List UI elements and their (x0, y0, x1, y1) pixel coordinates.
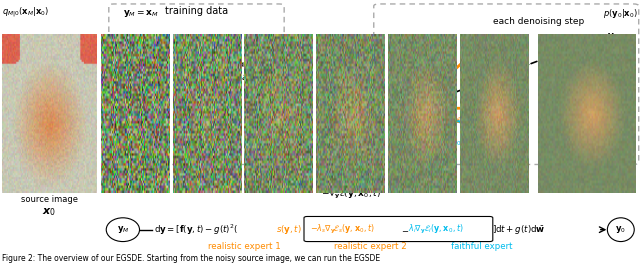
Point (140, 67, 150, 71)
Point (143, 69, 153, 74)
Point (202, 67, 212, 71)
Point (145, 69, 156, 73)
Text: $\lambda_i\nabla_{\mathbf{y}}\mathcal{E}_i(\mathbf{y},\mathbf{x}_0,t)$: $\lambda_i\nabla_{\mathbf{y}}\mathcal{E}… (408, 223, 464, 236)
Point (134, 71, 144, 76)
Text: $-$: $-$ (401, 225, 409, 234)
Point (185, 69, 195, 73)
Text: $\mathbf{y}_M = \mathbf{x}_M$: $\mathbf{y}_M = \mathbf{x}_M$ (123, 8, 159, 19)
Text: $p(\mathbf{y}_0|\mathbf{x}_0)$: $p(\mathbf{y}_0|\mathbf{x}_0)$ (603, 7, 638, 20)
Text: $\mathbf{y}_M$: $\mathbf{y}_M$ (116, 224, 129, 235)
Point (190, 69, 200, 73)
Point (189, 69, 199, 73)
Point (190, 68, 200, 72)
Text: $-\nabla_{\mathbf{y}}\mathcal{E}(\mathbf{y}, \mathbf{x}_0, t)$: $-\nabla_{\mathbf{y}}\mathcal{E}(\mathbf… (321, 188, 381, 201)
Text: $-\nabla_{\mathbf{y}}\mathcal{E}_i(\mathbf{y},\mathbf{x}_0,t)$: $-\nabla_{\mathbf{y}}\mathcal{E}_i(\math… (419, 136, 471, 149)
Text: source image: source image (20, 195, 78, 204)
Text: $\boldsymbol{x}_0$: $\boldsymbol{x}_0$ (42, 207, 56, 218)
Ellipse shape (607, 218, 634, 242)
Text: realistic expert 1: realistic expert 1 (208, 242, 281, 251)
Point (191, 69, 201, 73)
Point (134, 67, 145, 71)
Point (137, 70, 147, 75)
Point (150, 65, 160, 69)
Text: pretrained: pretrained (237, 60, 285, 69)
Point (146, 64, 156, 68)
Text: training data: training data (165, 6, 228, 16)
Point (145, 69, 156, 74)
Point (180, 72, 190, 76)
Text: source: source (134, 81, 160, 90)
Text: $\mathbf{y}_0$: $\mathbf{y}_0$ (616, 224, 626, 235)
Text: $s(\mathbf{y},t)$: $s(\mathbf{y},t)$ (420, 60, 447, 73)
Text: $s(\mathbf{y},t)$: $s(\mathbf{y},t)$ (276, 223, 302, 236)
Ellipse shape (106, 218, 140, 242)
Point (195, 70, 205, 74)
Point (145, 69, 155, 74)
Text: $\mathrm{d}\mathbf{y}=[\mathbf{f}(\mathbf{y},t)-g(t)^2($: $\mathrm{d}\mathbf{y}=[\mathbf{f}(\mathb… (154, 223, 237, 237)
Point (189, 68, 200, 73)
Text: $q_{M|0}(\mathbf{x}_M|\mathbf{x}_0)$: $q_{M|0}(\mathbf{x}_M|\mathbf{x}_0)$ (2, 6, 49, 20)
Point (185, 72, 195, 76)
Text: realistic expert 2: realistic expert 2 (333, 242, 406, 251)
Text: $\mathbf{y}_t$: $\mathbf{y}_t$ (404, 123, 415, 135)
Point (202, 71, 212, 76)
Text: target: target (186, 81, 209, 90)
Point (131, 68, 141, 72)
Text: $-\nabla_{\mathbf{y}}\mathcal{E}_s(\mathbf{y},\mathbf{x}_0,t)$: $-\nabla_{\mathbf{y}}\mathcal{E}_s(\math… (440, 115, 494, 128)
Point (148, 72, 159, 76)
Point (191, 70, 201, 74)
Point (140, 68, 150, 72)
Text: Figure 2: The overview of our EGSDE. Starting from the noisy source image, we ca: Figure 2: The overview of our EGSDE. Sta… (2, 254, 380, 263)
Point (202, 72, 212, 76)
Point (205, 68, 215, 72)
Point (197, 64, 207, 68)
Point (153, 69, 163, 73)
Point (204, 70, 214, 74)
Point (149, 64, 159, 68)
Point (142, 69, 152, 74)
Point (147, 67, 157, 71)
Text: $\mathbf{y}_{t-\Delta t}$: $\mathbf{y}_{t-\Delta t}$ (607, 31, 632, 42)
FancyBboxPatch shape (304, 216, 493, 242)
Point (176, 70, 186, 74)
Point (196, 69, 207, 73)
Text: faithful expert: faithful expert (451, 242, 512, 251)
Point (148, 65, 158, 69)
Text: $-\lambda_s\nabla_{\mathbf{y}}\mathcal{E}_s(\mathbf{y},\mathbf{x}_0,t)$: $-\lambda_s\nabla_{\mathbf{y}}\mathcal{E… (310, 223, 374, 236)
Text: each denoising step: each denoising step (493, 17, 584, 26)
Text: $\mathcal{E}(\mathbf{y}, \mathbf{x}, t)$: $\mathcal{E}(\mathbf{y}, \mathbf{x}, t)$ (241, 69, 282, 84)
Text: $]\mathrm{d}t+g(t)\mathrm{d}\bar{\mathbf{w}}$: $]\mathrm{d}t+g(t)\mathrm{d}\bar{\mathbf… (492, 223, 545, 236)
Point (189, 69, 200, 73)
Point (195, 68, 205, 72)
Point (140, 69, 150, 73)
Point (141, 71, 152, 75)
